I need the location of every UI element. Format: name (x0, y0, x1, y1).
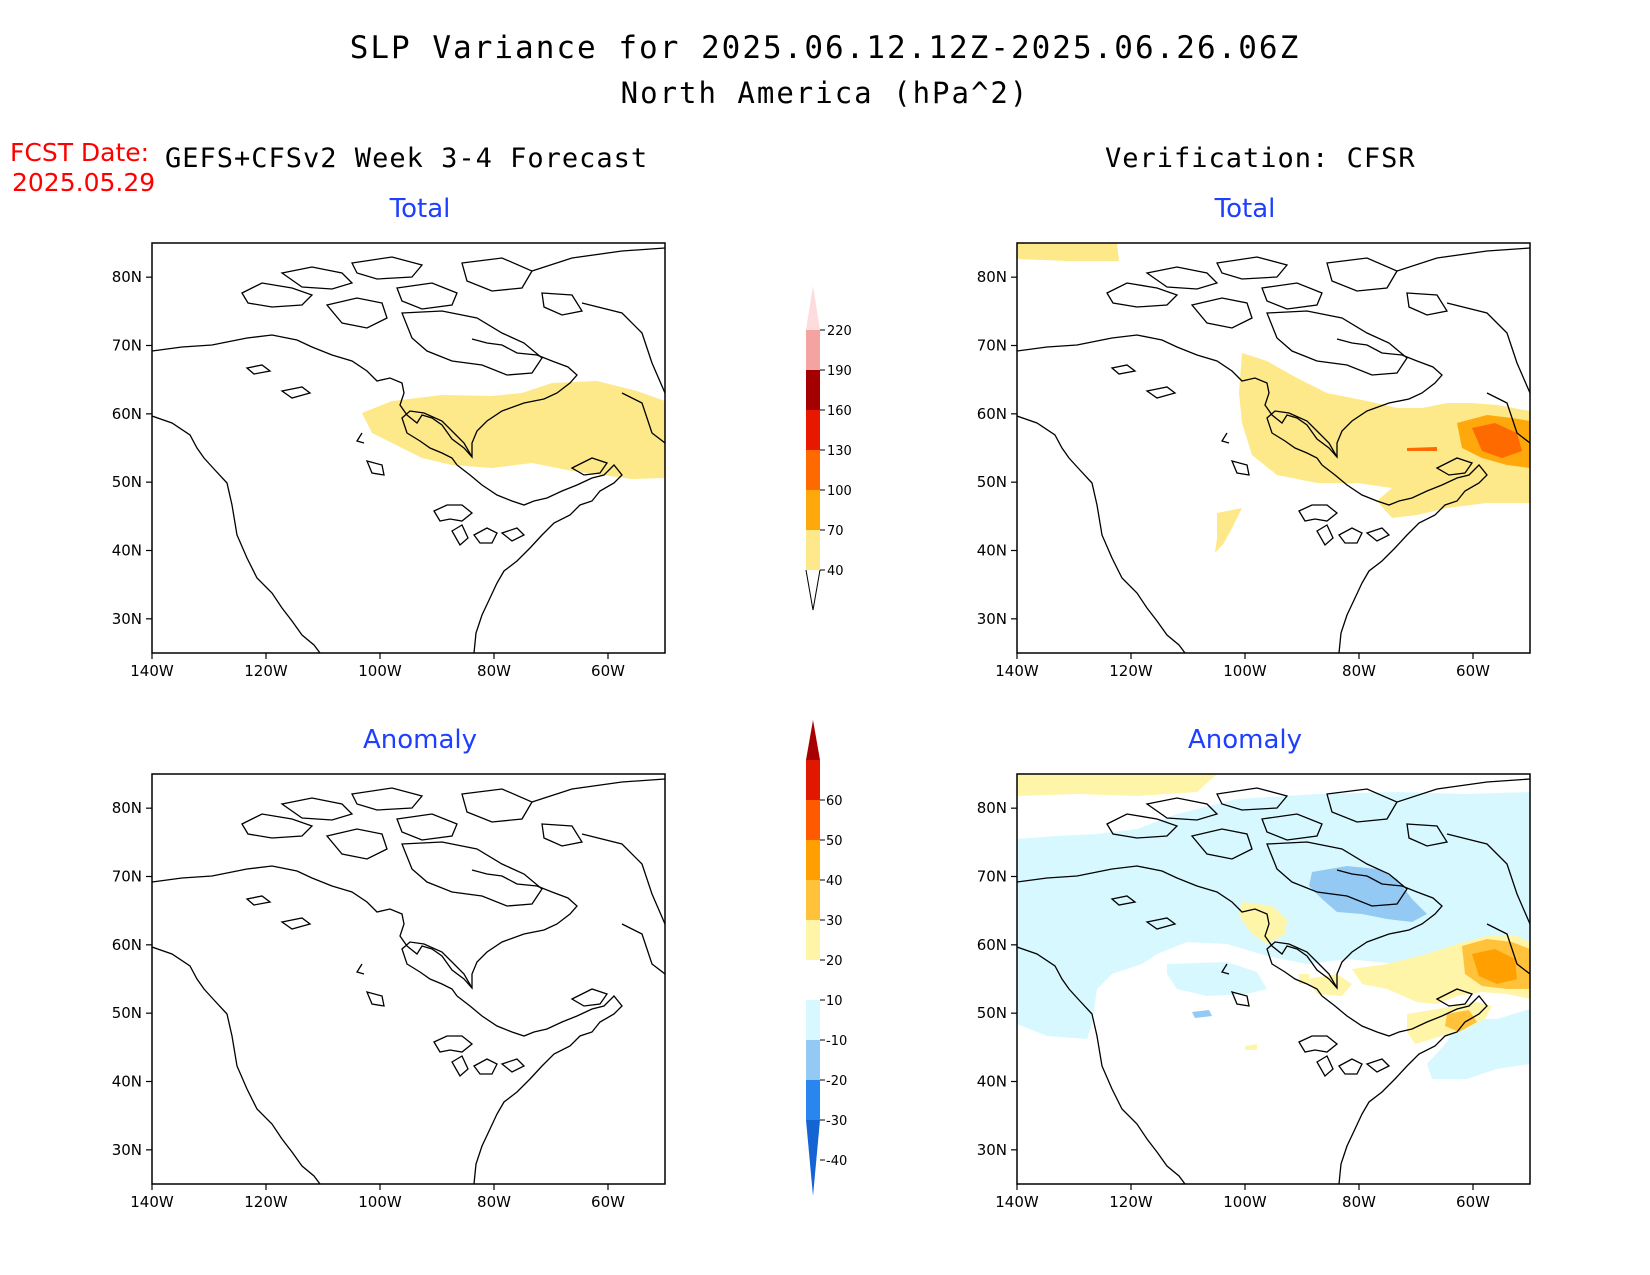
lon-tick-label: 100W (1223, 662, 1267, 680)
colorbar-anomaly-swatch (806, 920, 820, 960)
colorbar-total-label: 220 (827, 324, 852, 339)
colorbar-anomaly-label: 10 (826, 994, 843, 1009)
lon-tick-label: 140W (995, 1193, 1039, 1211)
lat-tick-label: 50N (112, 473, 142, 491)
lon-tick-label: 140W (995, 662, 1039, 680)
lat-tick-label: 30N (112, 610, 142, 628)
panel-title-forecast-total: Total (389, 194, 451, 224)
colorbar-total-swatch (806, 330, 820, 370)
lon-tick-label: 80W (477, 662, 511, 680)
lat-tick-label: 60N (112, 405, 142, 423)
colorbar-anomaly-swatch (806, 840, 820, 880)
lat-tick-label: 70N (112, 868, 142, 886)
colorbar-total-label: 40 (827, 564, 844, 579)
lat-tick-label: 30N (112, 1141, 142, 1159)
lon-tick-label: 140W (130, 662, 174, 680)
lon-tick-label: 120W (1109, 662, 1153, 680)
map-panel-verification-anomaly: 80N 70N 60N 50N 40N 30N 140W 120W 100W 80W 60W (977, 773, 1531, 1211)
lat-tick-label: 50N (977, 1004, 1007, 1022)
colorbar-anomaly-label: -10 (826, 1034, 847, 1049)
verification-column-header: Verification: CFSR (1105, 143, 1416, 174)
forecast-column-header: GEFS+CFSv2 Week 3-4 Forecast (165, 143, 649, 174)
panel-title-forecast-anomaly: Anomaly (362, 725, 478, 755)
colorbar-total-label: 100 (827, 484, 852, 499)
colorbar-total-swatch (806, 410, 820, 450)
lat-tick-label: 60N (977, 405, 1007, 423)
lat-tick-label: 50N (977, 473, 1007, 491)
colorbar-anomaly-swatch (806, 800, 820, 840)
colorbar-anomaly-swatch (806, 720, 820, 760)
lat-tick-label: 80N (977, 268, 1007, 286)
lat-tick-label: 80N (977, 799, 1007, 817)
colorbar-anomaly-label: -20 (826, 1074, 847, 1089)
map-panel-forecast-anomaly: 80N 70N 60N 50N 40N 30N 140W 120W 100W 80W 60W (112, 773, 666, 1211)
colorbar-total-swatch (806, 286, 820, 330)
colorbar-total-swatch (806, 450, 820, 490)
colorbar-anomaly-swatch (806, 960, 820, 1000)
map-panel-verification-total: 80N 70N 60N 50N 40N 30N 140W 120W 100W 80W 60W (977, 242, 1531, 680)
lat-tick-label: 30N (977, 1141, 1007, 1159)
lat-tick-label: 50N (112, 1004, 142, 1022)
colorbar-total-swatch (806, 490, 820, 530)
colorbar-total-label: 190 (827, 364, 852, 379)
lon-tick-label: 60W (1456, 662, 1490, 680)
lat-tick-label: 70N (977, 868, 1007, 886)
colorbar-total-label: 130 (827, 444, 852, 459)
colorbar-total-label: 160 (827, 404, 852, 419)
colorbar-total-label: 70 (827, 524, 844, 539)
colorbar-total: 40 70 100 130 160 190 220 (805, 286, 852, 611)
lon-tick-label: 80W (1342, 1193, 1376, 1211)
map-panel-forecast-total: 80N 70N 60N 50N 40N 30N 140W 120W 100W 80W 60W (112, 242, 666, 680)
lat-tick-label: 30N (977, 610, 1007, 628)
lon-tick-label: 120W (244, 662, 288, 680)
lon-tick-label: 120W (244, 1193, 288, 1211)
sub-title: North America (hPa^2) (620, 76, 1030, 110)
lat-tick-label: 40N (112, 1073, 142, 1091)
fcst-date-label: FCST Date: (10, 138, 150, 167)
lon-tick-label: 80W (477, 1193, 511, 1211)
lon-tick-label: 100W (358, 662, 402, 680)
colorbar-total-swatch (806, 370, 820, 410)
colorbar-anomaly: -40 -30 -20 -10 10 20 30 40 50 60 (806, 720, 847, 1196)
lat-tick-label: 40N (977, 542, 1007, 560)
lat-tick-label: 80N (112, 799, 142, 817)
lat-tick-label: 70N (977, 337, 1007, 355)
colorbar-anomaly-swatch (806, 760, 820, 800)
colorbar-anomaly-label: 20 (826, 954, 843, 969)
lon-tick-label: 60W (1456, 1193, 1490, 1211)
lat-tick-label: 40N (977, 1073, 1007, 1091)
colorbar-total-swatch (806, 530, 820, 570)
colorbar-anomaly-label: 30 (826, 914, 843, 929)
lon-tick-label: 100W (358, 1193, 402, 1211)
lon-tick-label: 60W (591, 662, 625, 680)
colorbar-total-lower-extension (805, 569, 821, 611)
colorbar-anomaly-label: 50 (826, 834, 843, 849)
colorbar-anomaly-label: -30 (826, 1114, 847, 1129)
lat-tick-label: 60N (977, 936, 1007, 954)
colorbar-anomaly-label: -40 (826, 1154, 847, 1169)
panel-title-verification-anomaly: Anomaly (1187, 725, 1303, 755)
lon-tick-label: 80W (1342, 662, 1376, 680)
colorbar-anomaly-label: 60 (826, 794, 843, 809)
panel-title-verification-total: Total (1214, 194, 1276, 224)
lon-tick-label: 120W (1109, 1193, 1153, 1211)
colorbar-anomaly-swatch (806, 1040, 820, 1080)
colorbar-anomaly-swatch (806, 880, 820, 920)
fcst-date-value: 2025.05.29 (12, 168, 156, 197)
lon-tick-label: 100W (1223, 1193, 1267, 1211)
lon-tick-label: 60W (591, 1193, 625, 1211)
main-title: SLP Variance for 2025.06.12.12Z-2025.06.… (349, 30, 1301, 66)
lat-tick-label: 60N (112, 936, 142, 954)
colorbar-anomaly-swatch (806, 1080, 820, 1120)
lon-tick-label: 140W (130, 1193, 174, 1211)
lat-tick-label: 70N (112, 337, 142, 355)
colorbar-anomaly-swatch (806, 1000, 820, 1040)
lat-tick-label: 80N (112, 268, 142, 286)
colorbar-anomaly-label: 40 (826, 874, 843, 889)
colorbar-anomaly-swatch (806, 1120, 820, 1196)
lat-tick-label: 40N (112, 542, 142, 560)
